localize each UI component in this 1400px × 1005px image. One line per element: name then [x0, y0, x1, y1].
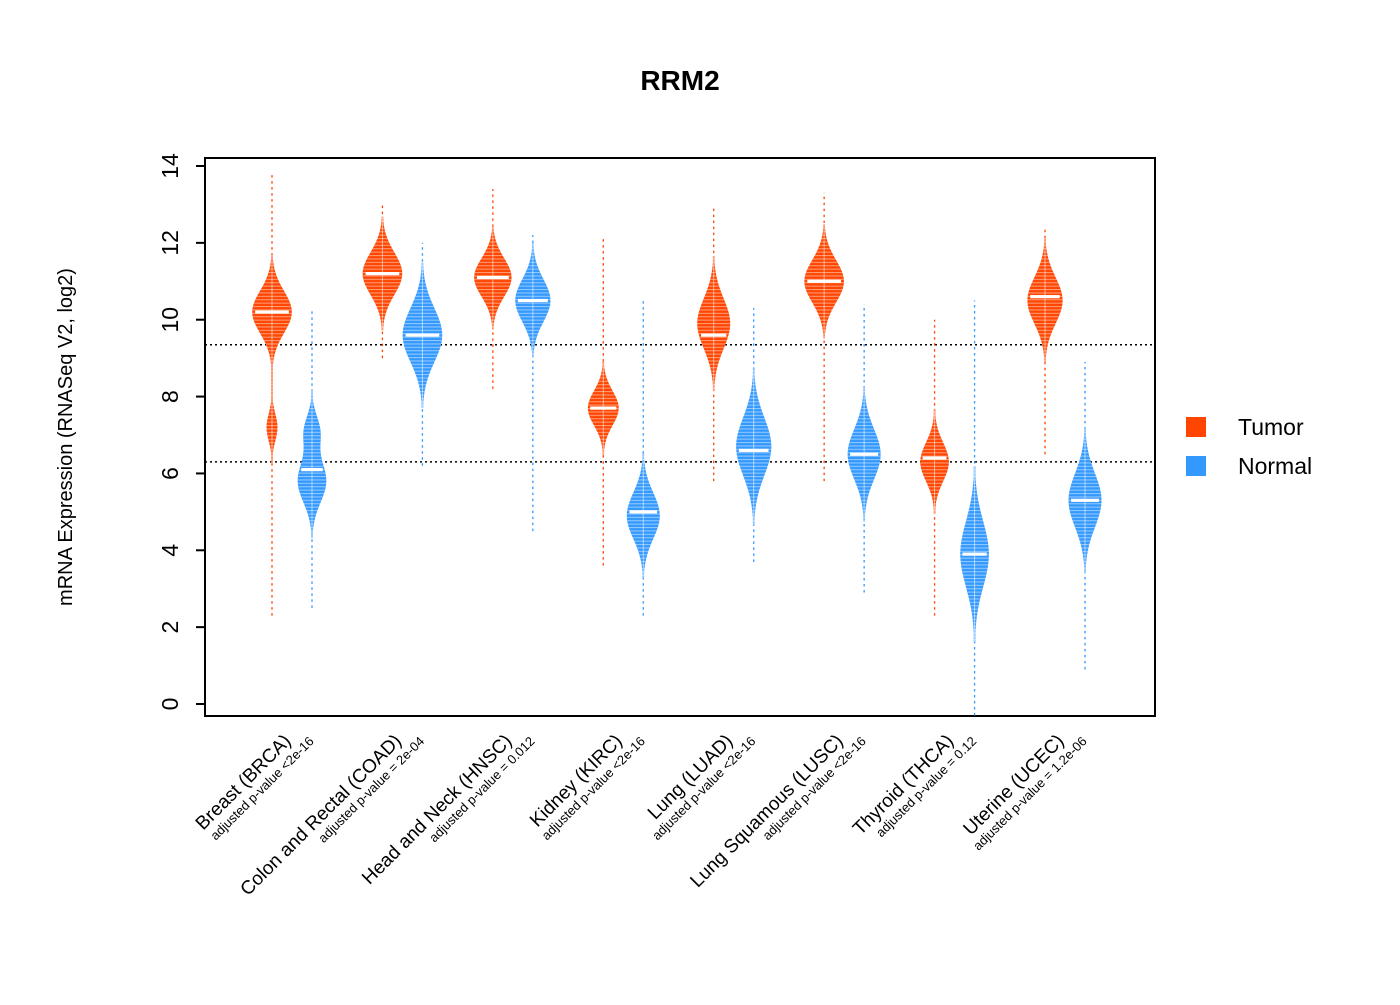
violin-normal-median [301, 467, 323, 472]
violin-normal-median [517, 298, 548, 303]
y-tick-label: 10 [157, 307, 183, 333]
legend: Tumor Normal [1186, 414, 1312, 479]
violin-tumor-median [365, 272, 400, 276]
violin-tumor-median [807, 279, 841, 283]
legend-label-normal: Normal [1238, 453, 1312, 479]
violin-tumor-median [255, 310, 289, 314]
y-axis-label: mRNA Expression (RNASeq V2, log2) [55, 268, 77, 606]
legend-swatch-normal [1186, 456, 1206, 476]
y-tick-label: 14 [157, 153, 183, 179]
violin-normal-median [962, 552, 987, 556]
violin-tumor-median [476, 275, 509, 280]
y-tick-label: 6 [157, 467, 183, 480]
legend-label-tumor: Tumor [1238, 414, 1304, 440]
violin-tumor-median [590, 406, 617, 410]
y-tick-label: 2 [157, 621, 183, 634]
y-tick-label: 8 [157, 390, 183, 403]
x-axis-label-group: Uterine (UCEC)adjusted p-value = 1.2e-06 [960, 731, 1090, 854]
violin-normal-median [738, 448, 769, 452]
y-tick-label: 0 [157, 698, 183, 711]
y-tick-label: 12 [157, 230, 183, 256]
x-axis-label: Kidney (KIRC) [526, 731, 627, 832]
chart-title: RRM2 [640, 65, 719, 96]
x-axis-label-group: Kidney (KIRC)adjusted p-value <2e-16 [526, 731, 648, 843]
x-axis-label-group: Thyroid (THCA)adjusted p-value = 0.12 [849, 731, 979, 840]
plot-border [204, 157, 1156, 717]
x-axis-pvalue-label: adjusted p-value = 1.2e-06 [970, 734, 1090, 854]
plot-area: 0 2 4 6 8 10 12 14 Breast (BRCA) adjusted p-value… [157, 153, 1156, 900]
violin-normal-median [850, 452, 879, 456]
violin-normal-median [1070, 498, 1100, 502]
violin-tumor-median [1030, 295, 1060, 299]
x-axis-label: Breast (BRCA) [192, 731, 296, 835]
violin-normal-median [629, 510, 658, 514]
violin-normal-median [405, 333, 440, 337]
legend-swatch-tumor [1186, 417, 1206, 437]
violin-tumor-median [701, 333, 727, 337]
violin-tumor-median [922, 456, 947, 460]
y-tick-label: 4 [157, 544, 183, 557]
